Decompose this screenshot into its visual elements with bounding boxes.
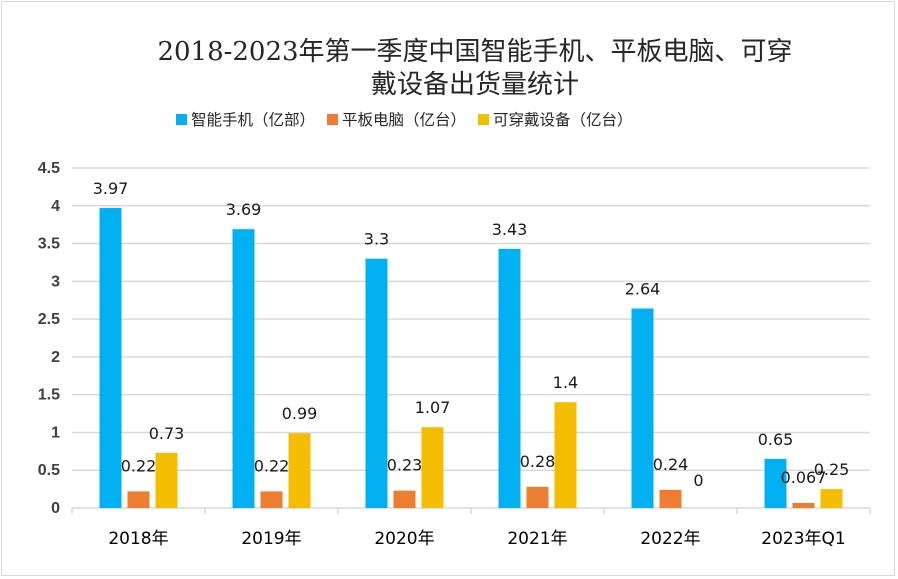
data-label: 0.25 [814, 460, 850, 479]
legend-item-tablet[interactable]: 平板电脑（亿台） [327, 108, 466, 130]
x-category-label: 2019年 [241, 529, 301, 549]
y-tick-label: 4 [51, 198, 60, 215]
data-label: 0.22 [254, 456, 290, 475]
bar-wearable[interactable] [288, 433, 311, 508]
x-category-label: 2018年 [108, 529, 168, 549]
bar-wearable[interactable] [554, 402, 577, 508]
y-tick-label: 0 [51, 500, 60, 517]
legend-item-wearable[interactable]: 可穿戴设备（亿台） [478, 108, 633, 130]
data-label: 0.23 [387, 456, 423, 475]
data-label: 3.3 [364, 230, 389, 249]
bar-tablet[interactable] [260, 491, 283, 508]
data-label: 0.22 [121, 456, 157, 475]
data-label: 1.4 [553, 373, 578, 392]
legend-label-smartphone: 智能手机（亿部） [191, 111, 316, 129]
x-category-label: 2021年 [507, 529, 567, 549]
data-label: 0.65 [758, 430, 794, 449]
data-label: 0.067 [781, 468, 827, 487]
data-label: 3.69 [226, 200, 262, 219]
bar-tablet[interactable] [792, 502, 815, 508]
chart-legend: 智能手机（亿部） 平板电脑（亿台） 可穿戴设备（亿台） [176, 108, 633, 130]
data-label: 1.07 [415, 398, 451, 417]
x-category-label: 2020年 [374, 529, 434, 549]
y-tick-label: 1.5 [38, 387, 60, 404]
data-label: 0.73 [149, 424, 185, 443]
bar-tablet[interactable] [127, 491, 150, 508]
y-tick-label: 4.5 [38, 160, 60, 177]
chart-title-line-1: 2018-2023年第一季度中国智能手机、平板电脑、可穿 [157, 37, 793, 67]
bar-tablet[interactable] [526, 486, 549, 508]
y-tick-label: 1 [51, 424, 60, 441]
chart-title: 2018-2023年第一季度中国智能手机、平板电脑、可穿 戴设备出货量统计 [100, 36, 850, 102]
bar-smartphone[interactable] [232, 229, 255, 508]
legend-label-tablet: 平板电脑（亿台） [342, 111, 467, 129]
data-label: 3.97 [93, 179, 129, 198]
legend-swatch-smartphone [176, 113, 187, 125]
chart-title-line-2: 戴设备出货量统计 [370, 70, 579, 100]
y-tick-label: 0.5 [38, 462, 60, 479]
legend-item-smartphone[interactable]: 智能手机（亿部） [176, 108, 315, 130]
data-label: 0 [693, 471, 703, 490]
data-label: 2.64 [625, 280, 661, 299]
legend-swatch-tablet [327, 113, 339, 125]
data-label: 0.24 [653, 455, 689, 474]
data-label: 0.99 [282, 404, 318, 423]
data-label: 3.43 [492, 220, 528, 239]
legend-swatch-wearable [478, 113, 490, 125]
bar-tablet[interactable] [393, 490, 416, 508]
y-tick-label: 2.5 [38, 311, 60, 328]
bar-wearable[interactable] [820, 489, 843, 508]
bar-smartphone[interactable] [365, 258, 388, 508]
y-tick-label: 2 [51, 349, 60, 366]
bar-smartphone[interactable] [631, 308, 654, 508]
bar-wearable[interactable] [421, 427, 444, 508]
bar-tablet[interactable] [659, 489, 682, 508]
x-category-label: 2022年 [640, 529, 700, 549]
bar-smartphone[interactable] [99, 208, 122, 509]
x-category-label: 2023年Q1 [761, 529, 845, 549]
y-tick-label: 3.5 [38, 236, 60, 253]
bar-smartphone[interactable] [498, 248, 521, 508]
bar-wearable[interactable] [155, 452, 178, 508]
legend-label-wearable: 可穿戴设备（亿台） [493, 111, 633, 129]
bar-smartphone[interactable] [764, 458, 787, 508]
data-label: 0.28 [520, 452, 556, 471]
y-tick-label: 3 [51, 273, 60, 290]
